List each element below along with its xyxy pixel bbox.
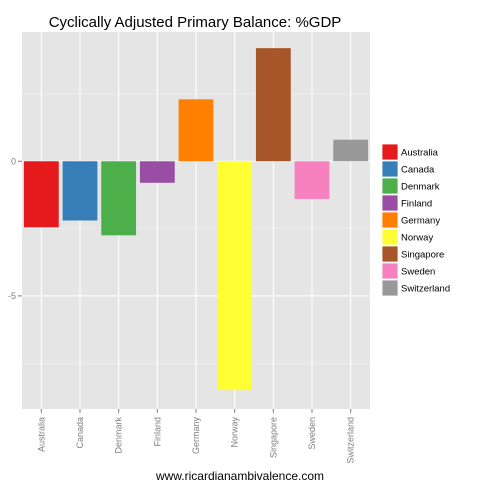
bar-finland (139, 161, 175, 183)
x-tick-label: Australia (36, 417, 46, 452)
x-tick-label: Norway (230, 417, 240, 448)
x-tick-label: Denmark (114, 417, 124, 454)
y-tick-label: -5 (8, 291, 16, 301)
bars (23, 48, 369, 391)
legend-label: Australia (401, 148, 439, 159)
y-tick-label: 0 (11, 156, 16, 166)
legend-label: Switzerland (401, 284, 450, 295)
x-axis-label: www.ricardianambivalence.com (155, 469, 324, 480)
bar-switzerland (333, 139, 369, 162)
legend-key-australia (381, 143, 399, 161)
legend-key-switzerland (381, 279, 399, 297)
legend-label: Germany (401, 216, 440, 227)
legend: Australia Canada Denmark Finland Germany Norw… (381, 143, 450, 297)
x-tick-label: Canada (75, 417, 85, 449)
bar-denmark (101, 161, 137, 236)
y-axis: -5 0 (8, 156, 22, 301)
bar-australia (23, 161, 59, 228)
x-tick-label: Germany (191, 417, 201, 455)
x-tick-label: Singapore (268, 417, 278, 458)
legend-key-denmark (381, 177, 399, 195)
legend-key-germany (381, 211, 399, 229)
x-axis: Australia Canada Denmark Finland Germany Norw… (36, 409, 356, 464)
bar-canada (62, 161, 98, 221)
legend-key-sweden (381, 262, 399, 280)
x-tick-label: Sweden (307, 417, 317, 450)
bar-singapore (255, 48, 291, 162)
chart-title: Cyclically Adjusted Primary Balance: %GD… (49, 14, 342, 31)
bar-norway (217, 161, 253, 391)
legend-label: Finland (401, 199, 432, 210)
legend-key-canada (381, 160, 399, 178)
x-tick-label: Finland (152, 417, 162, 447)
legend-key-singapore (381, 245, 399, 263)
legend-key-finland (381, 194, 399, 212)
legend-label: Canada (401, 165, 435, 176)
bar-germany (178, 99, 214, 162)
legend-label: Denmark (401, 182, 440, 193)
bar-sweden (294, 161, 330, 199)
x-tick-label: Switzerland (346, 417, 356, 464)
legend-key-norway (381, 228, 399, 246)
legend-label: Singapore (401, 250, 444, 261)
legend-label: Norway (401, 233, 433, 244)
legend-label: Sweden (401, 267, 435, 278)
